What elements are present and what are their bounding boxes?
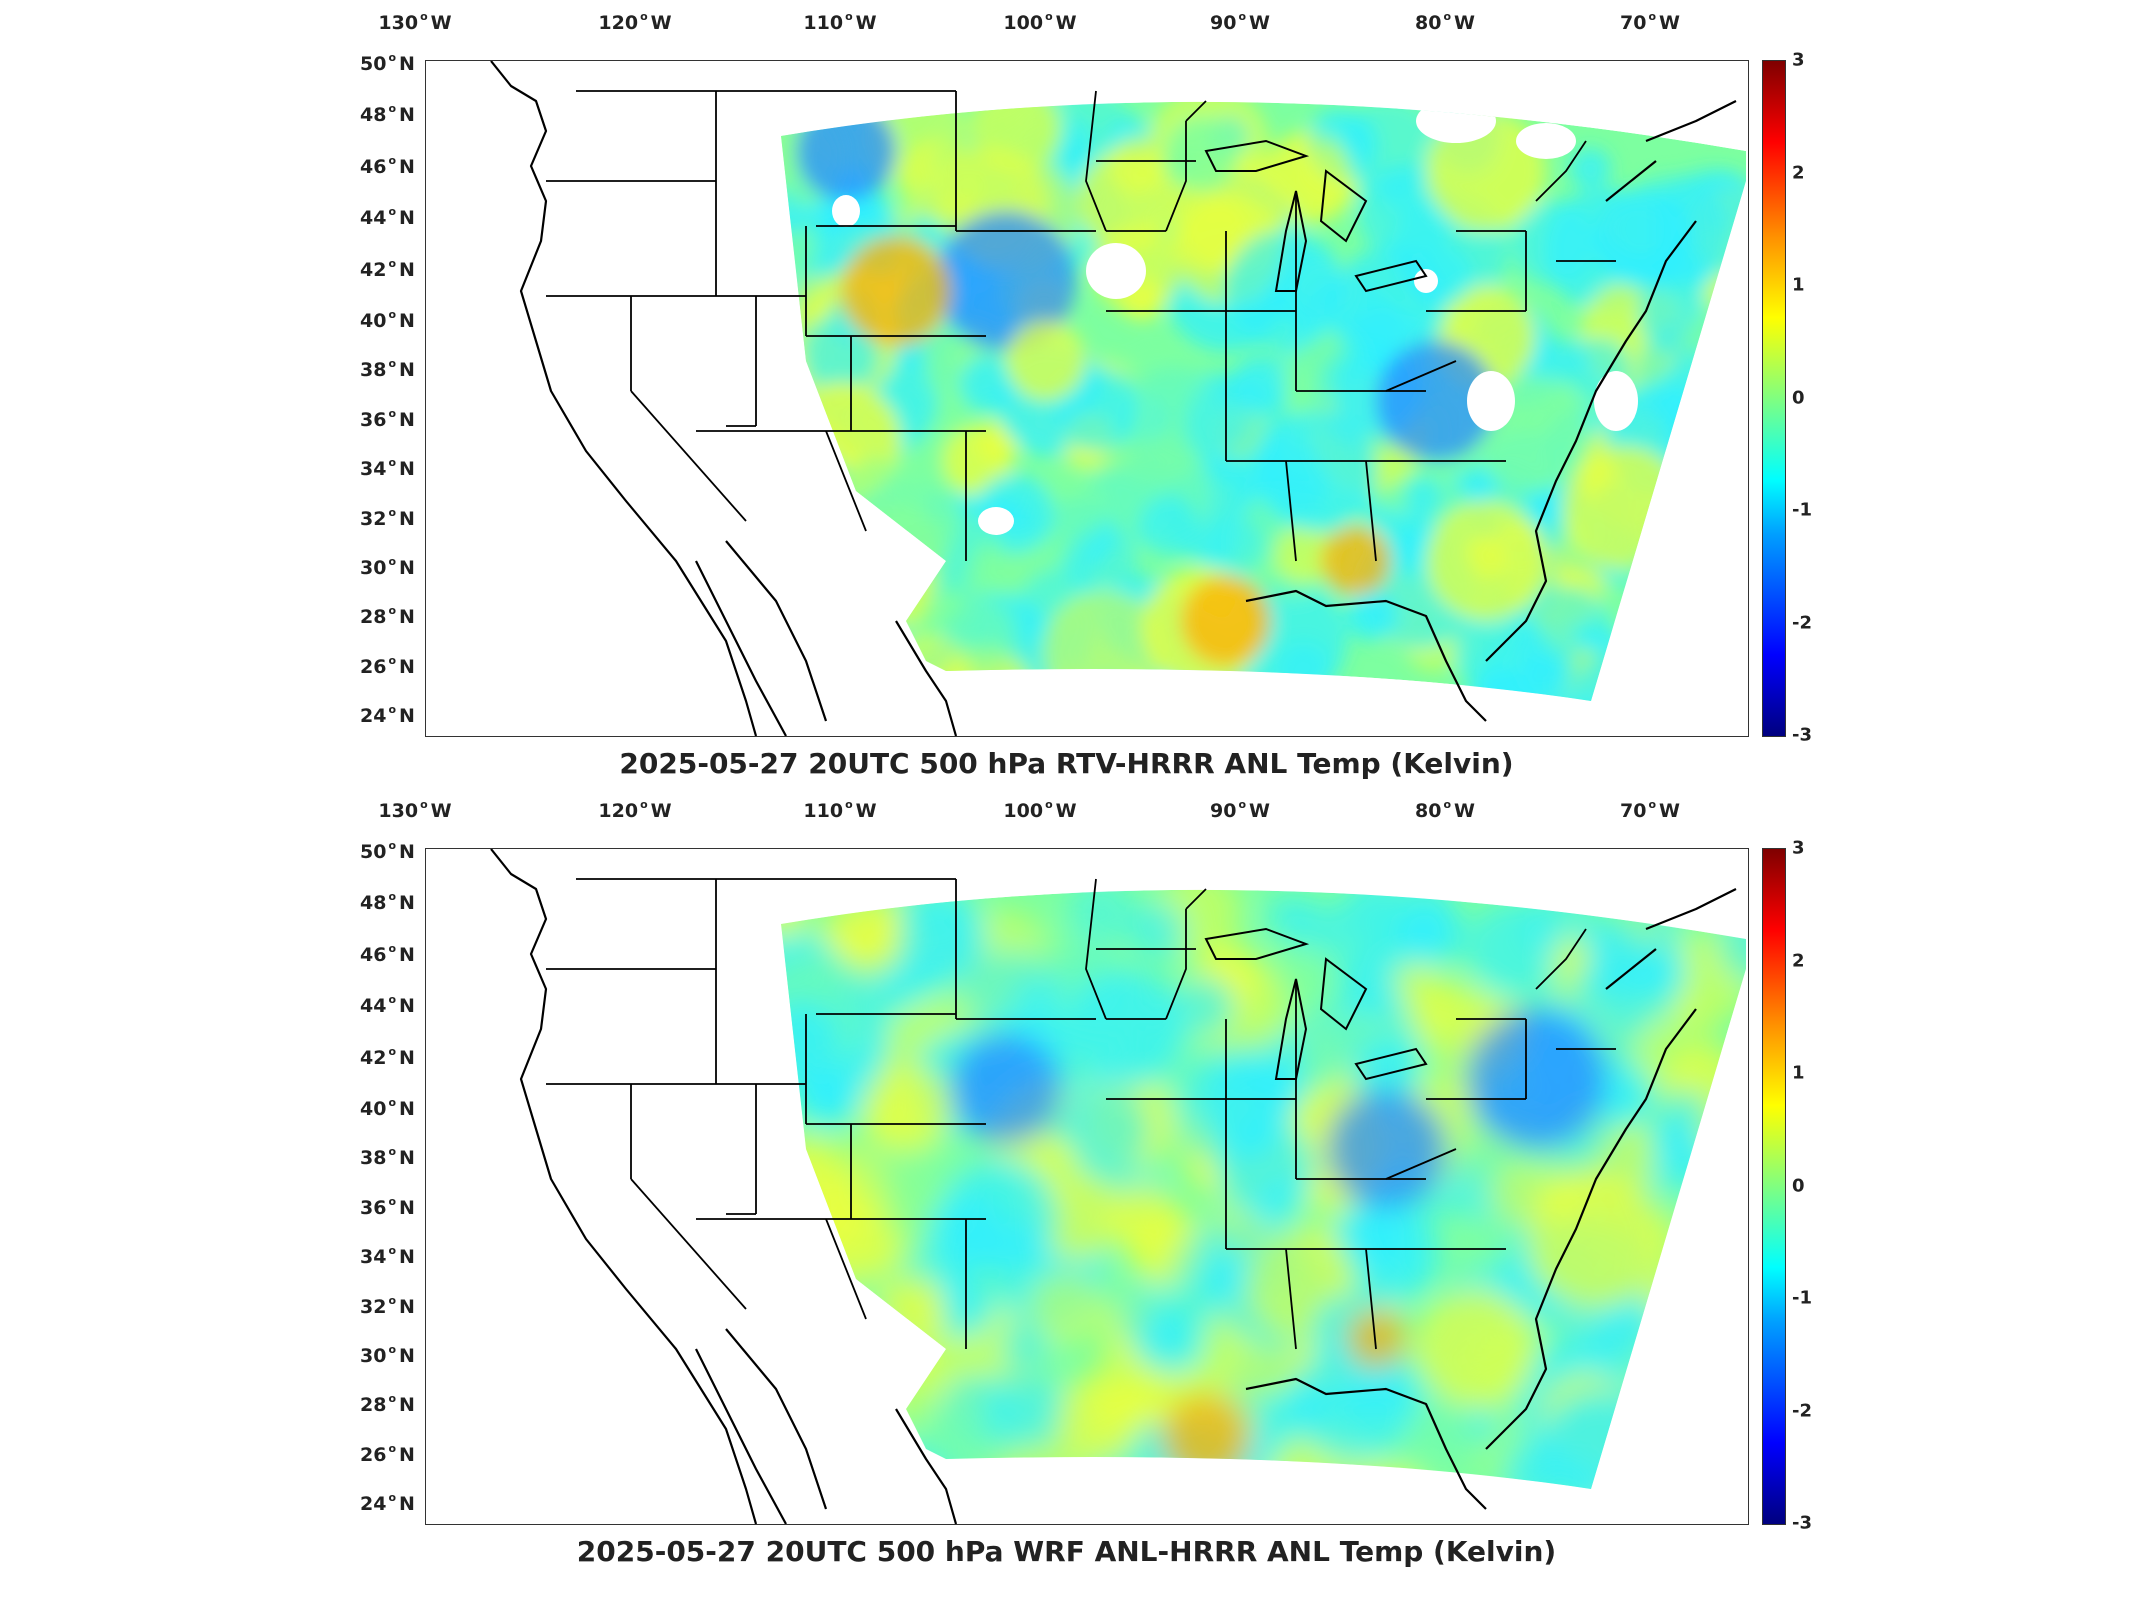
lon-label: 110 o W xyxy=(803,10,877,34)
colorbar xyxy=(1762,60,1786,737)
panel-title: 2025-05-27 20UTC 500 hPa RTV-HRRR ANL Te… xyxy=(619,747,1514,780)
lon-label: 130 o W xyxy=(378,10,452,34)
lat-label: 36 o N xyxy=(360,1194,415,1219)
lon-label: 130 o W xyxy=(378,798,452,822)
lat-label: 46 o N xyxy=(360,153,415,178)
lat-label: 24 o N xyxy=(360,1491,415,1516)
panel-top: 130 o W 120 o W 110 o W 100 o W 90 o W 80 o W 70 o W 50 o N 48 o N… xyxy=(0,0,2133,790)
lat-label: 32 o N xyxy=(360,505,415,530)
lat-label: 36 o N xyxy=(360,406,415,431)
lon-label: 120 o W xyxy=(598,798,672,822)
colorbar-tick-label: 3 xyxy=(1792,49,1805,71)
colorbar-tick-label: 1 xyxy=(1792,1062,1805,1084)
lat-label: 24 o N xyxy=(360,703,415,728)
lon-label: 100 o W xyxy=(1003,798,1077,822)
colorbar-tick-label: 0 xyxy=(1792,1175,1805,1196)
lat-label: 34 o N xyxy=(360,456,415,481)
colorbar-tick-label: -2 xyxy=(1792,612,1812,633)
lat-label: 38 o N xyxy=(360,357,415,382)
colorbar xyxy=(1762,848,1786,1525)
lat-label: 30 o N xyxy=(360,1343,415,1367)
colorbar-tick-label: -2 xyxy=(1792,1400,1812,1421)
temperature-difference-map xyxy=(490,849,1746,1524)
lon-label: 80 o W xyxy=(1415,798,1475,822)
colorbar-tick-label: 0 xyxy=(1792,387,1805,408)
lon-label: 110 o W xyxy=(803,798,877,822)
panel-bottom: 130 o W 120 o W 110 o W 100 o W 90 o W 80 o W 70 o W 50 o N 48 o N… xyxy=(0,790,2133,1600)
lat-label: 38 o N xyxy=(360,1145,415,1170)
lat-label: 48 o N xyxy=(360,102,415,127)
lon-label: 70 o W xyxy=(1620,10,1680,34)
lat-label: 44 o N xyxy=(360,205,415,230)
lat-label: 34 o N xyxy=(360,1244,415,1269)
colorbar-tick-label: -3 xyxy=(1792,724,1812,746)
lat-label: 28 o N xyxy=(360,1392,415,1417)
panel-title: 2025-05-27 20UTC 500 hPa WRF ANL-HRRR AN… xyxy=(576,1535,1557,1568)
lon-label: 100 o W xyxy=(1003,10,1077,34)
lat-label: 42 o N xyxy=(360,1044,415,1069)
colorbar-tick-label: 3 xyxy=(1792,837,1805,859)
lat-label: 44 o N xyxy=(360,993,415,1018)
map-frame xyxy=(425,60,1749,737)
lon-label: 90 o W xyxy=(1210,10,1270,34)
lat-label: 40 o N xyxy=(360,308,415,332)
map-frame xyxy=(425,848,1749,1525)
lon-label: 90 o W xyxy=(1210,798,1270,822)
colorbar-tick-label: -1 xyxy=(1792,499,1812,521)
colorbar-tick-label: 2 xyxy=(1792,162,1805,183)
lat-label: 48 o N xyxy=(360,890,415,915)
lon-label: 80 o W xyxy=(1415,10,1475,34)
colorbar-tick-label: -1 xyxy=(1792,1287,1812,1309)
lon-label: 120 o W xyxy=(598,10,672,34)
colorbar-tick-label: 1 xyxy=(1792,274,1805,296)
lat-label: 32 o N xyxy=(360,1293,415,1318)
lon-label: 70 o W xyxy=(1620,798,1680,822)
lat-label: 46 o N xyxy=(360,941,415,966)
lat-label: 50 o N xyxy=(360,839,415,863)
colorbar-tick-label: -3 xyxy=(1792,1512,1812,1534)
lat-label: 50 o N xyxy=(360,51,415,75)
lat-label: 28 o N xyxy=(360,604,415,629)
lat-label: 40 o N xyxy=(360,1096,415,1120)
lat-label: 26 o N xyxy=(360,1441,415,1466)
lat-label: 42 o N xyxy=(360,256,415,281)
lat-label: 26 o N xyxy=(360,653,415,678)
lat-label: 30 o N xyxy=(360,555,415,579)
colorbar-tick-label: 2 xyxy=(1792,950,1805,971)
temperature-difference-map xyxy=(490,61,1746,736)
